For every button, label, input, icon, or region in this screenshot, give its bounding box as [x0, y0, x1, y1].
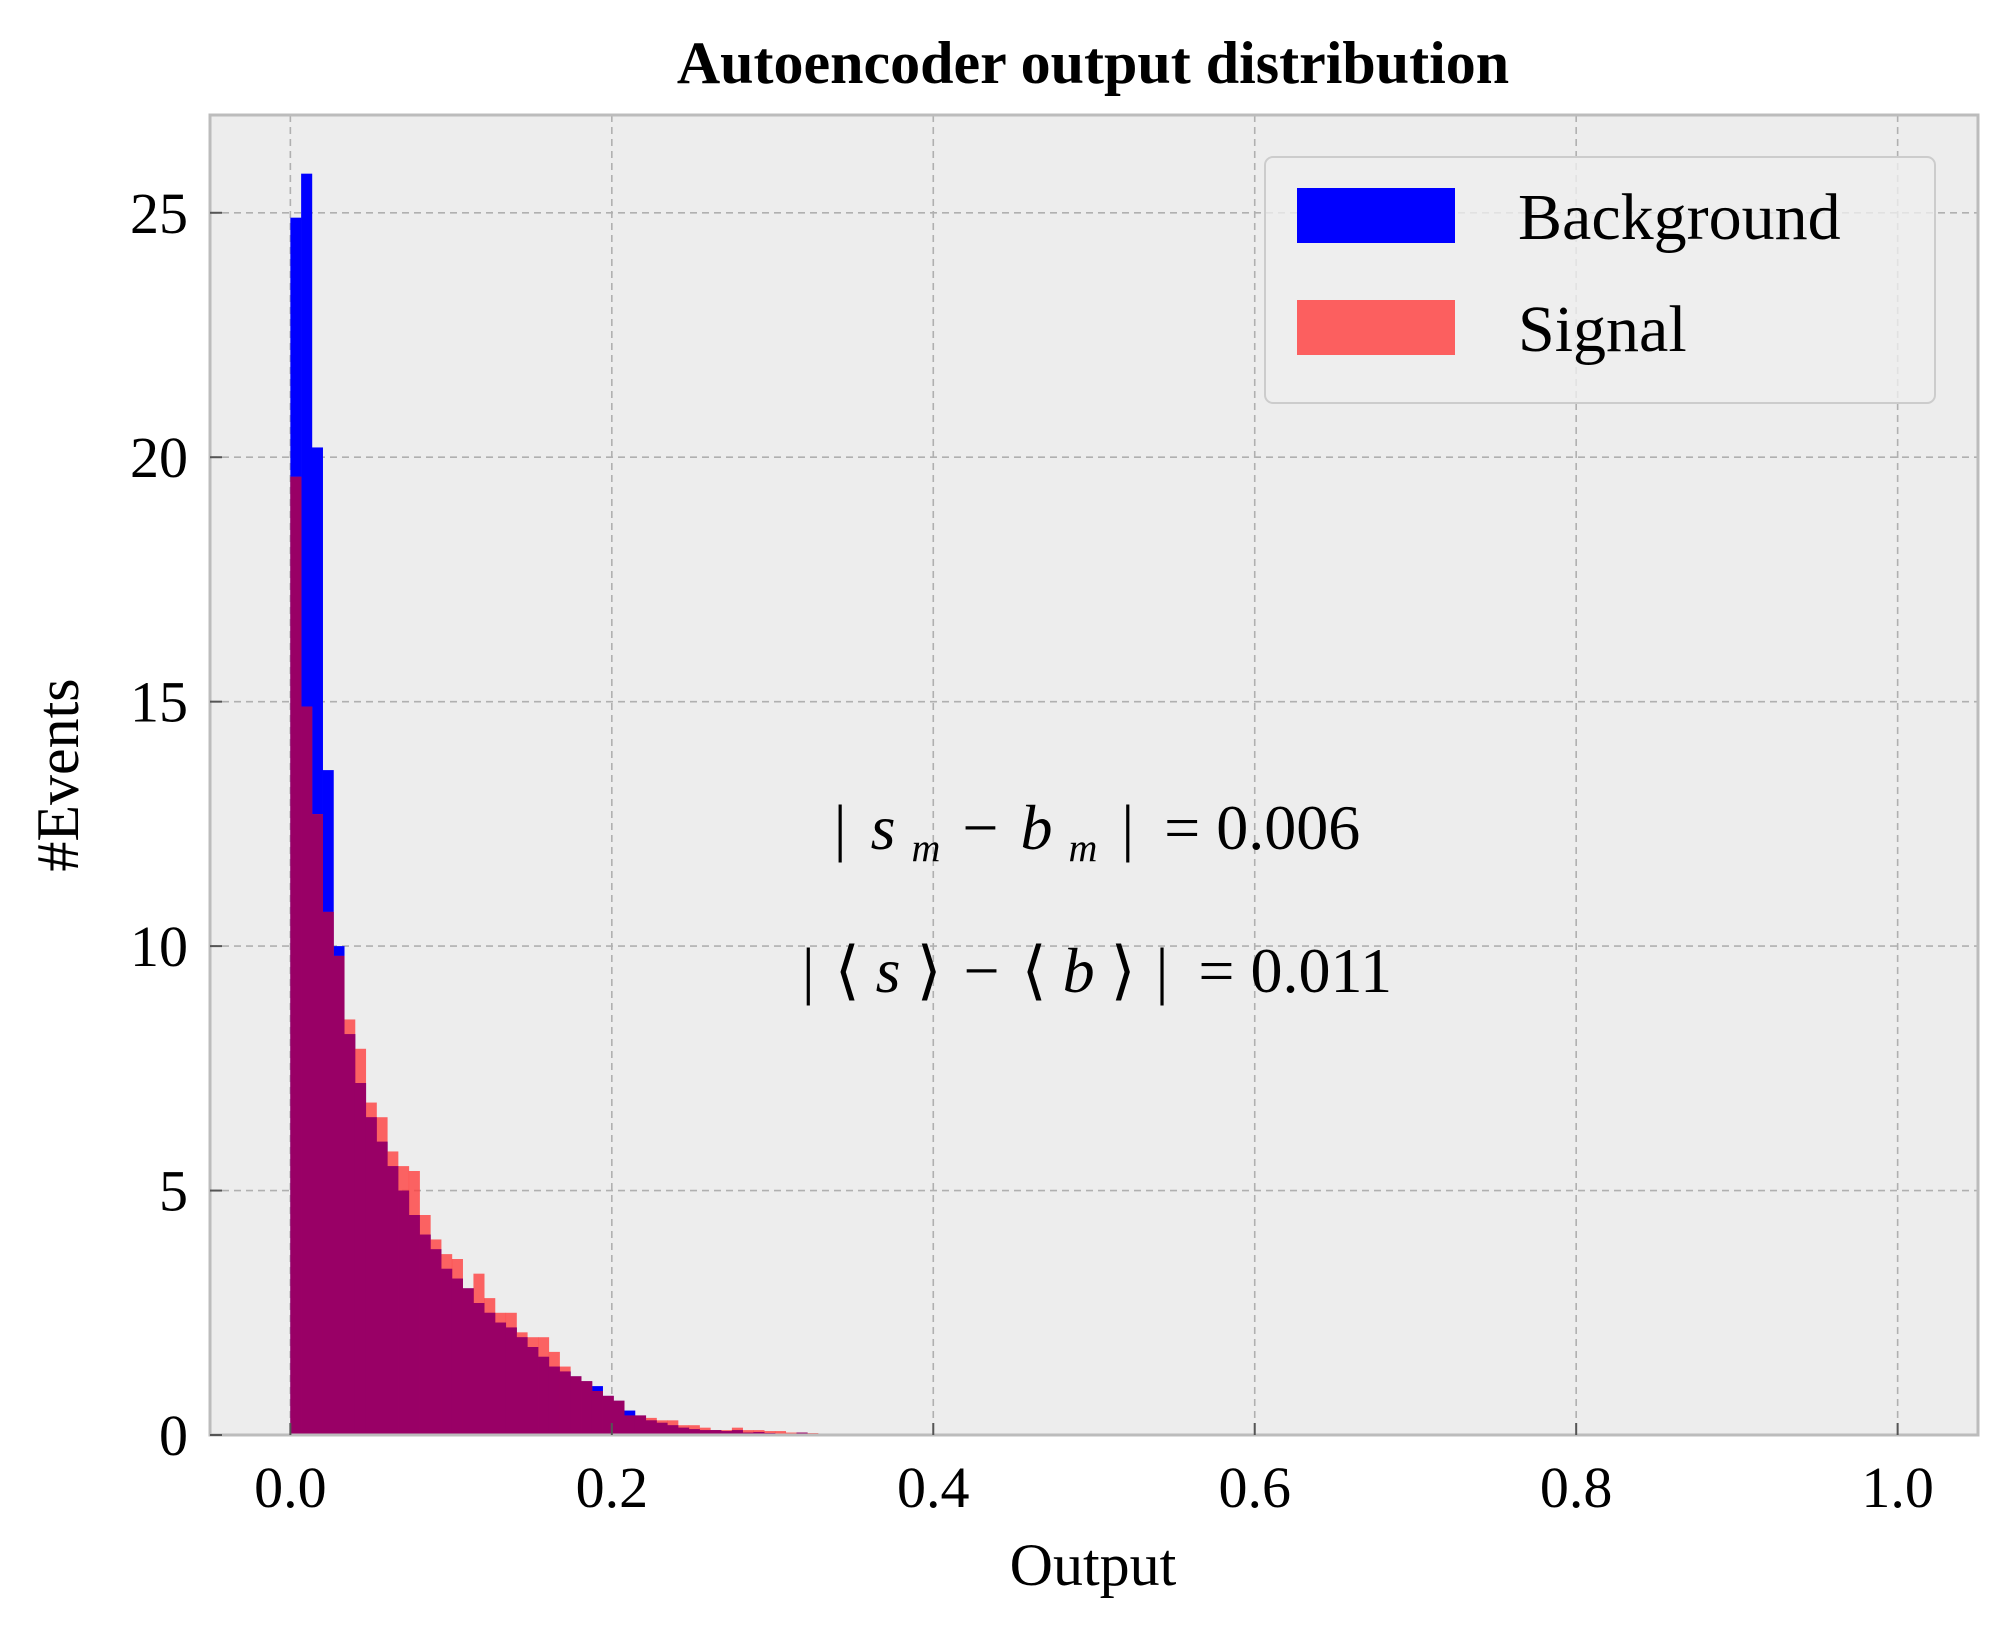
- legend-swatch-background: [1297, 188, 1455, 243]
- bar-overlap: [441, 1269, 452, 1435]
- legend-label-background: Background: [1518, 181, 1841, 254]
- bar-overlap: [613, 1401, 624, 1435]
- x-tick-label: 0.4: [897, 1455, 970, 1520]
- y-tick-label: 15: [130, 670, 188, 735]
- annotation-symbol-s: s: [876, 935, 901, 1006]
- annotation-mean-difference: | ⟨ s ⟩ − ⟨ b ⟩ | = 0.011: [802, 935, 1392, 1006]
- annotation-abs-bar: |: [802, 935, 815, 1006]
- bar-overlap: [581, 1381, 592, 1435]
- bar-overlap: [420, 1235, 431, 1435]
- bar-overlap: [646, 1420, 657, 1435]
- bar-overlap: [409, 1215, 420, 1435]
- annotation-subscript: m: [1068, 825, 1097, 870]
- annotation-symbol-s: s: [871, 792, 896, 863]
- bar-overlap: [398, 1191, 409, 1435]
- bar-overlap: [592, 1391, 603, 1435]
- annotation-symbol-b: b: [1020, 792, 1052, 863]
- bar-overlap: [290, 477, 301, 1435]
- bar-overlap: [301, 707, 312, 1435]
- legend-label-signal: Signal: [1518, 293, 1687, 366]
- bar-overlap: [560, 1371, 571, 1435]
- annotation-abs-bar: |: [834, 792, 847, 863]
- y-tick-label: 5: [159, 1159, 188, 1224]
- annotation-angle-left: ⟨: [1022, 935, 1047, 1006]
- x-tick-label: 0.0: [254, 1455, 327, 1520]
- bar-overlap: [333, 956, 344, 1435]
- annotation-symbol-b: b: [1063, 935, 1095, 1006]
- y-tick-label: 25: [130, 181, 188, 246]
- x-tick-label: 0.8: [1540, 1455, 1613, 1520]
- bar-overlap: [495, 1323, 506, 1435]
- x-tick-label: 0.2: [576, 1455, 649, 1520]
- y-tick-label: 20: [130, 425, 188, 490]
- legend-swatch-signal: [1297, 300, 1455, 355]
- bar-overlap: [355, 1083, 366, 1435]
- bar-overlap: [463, 1288, 474, 1435]
- bar-overlap: [657, 1423, 668, 1435]
- bar-overlap: [430, 1249, 441, 1435]
- bar-overlap: [366, 1117, 377, 1435]
- bar-overlap: [323, 912, 334, 1435]
- legend: Background Signal: [1265, 157, 1935, 403]
- bar-overlap: [473, 1303, 484, 1435]
- x-axis-label: Output: [1010, 1532, 1177, 1598]
- bar-overlap: [484, 1313, 495, 1435]
- bar-overlap: [387, 1166, 398, 1435]
- bar-overlap: [624, 1415, 635, 1435]
- bar-overlap: [377, 1142, 388, 1435]
- bar-overlap: [312, 814, 323, 1435]
- bar-overlap: [527, 1347, 538, 1435]
- bar-overlap: [506, 1327, 517, 1435]
- annotation-minus: −: [964, 935, 1000, 1006]
- y-tick-label: 10: [130, 914, 188, 979]
- annotation-abs-bar: |: [1156, 935, 1169, 1006]
- bar-overlap: [570, 1376, 581, 1435]
- annotation-angle-right: ⟩: [917, 935, 942, 1006]
- chart-title: Autoencoder output distribution: [677, 30, 1509, 96]
- annotation-subscript: m: [911, 825, 940, 870]
- bar-overlap: [635, 1415, 646, 1435]
- x-tick-label: 1.0: [1861, 1455, 1934, 1520]
- bar-overlap: [538, 1357, 549, 1435]
- annotation-angle-right: ⟩: [1111, 935, 1136, 1006]
- annotation-minus: −: [962, 792, 998, 863]
- bar-overlap: [344, 1034, 355, 1435]
- bar-overlap: [452, 1279, 463, 1435]
- bar-overlap: [517, 1337, 528, 1435]
- annotation-abs-bar: |: [1121, 792, 1134, 863]
- annotation-value: = 0.006: [1164, 792, 1360, 863]
- annotation-value: = 0.011: [1198, 935, 1392, 1006]
- x-tick-label: 0.6: [1218, 1455, 1291, 1520]
- annotation-angle-left: ⟨: [835, 935, 860, 1006]
- y-tick-label: 0: [159, 1403, 188, 1468]
- y-axis-label: #Events: [25, 678, 91, 871]
- bar-overlap: [549, 1367, 560, 1435]
